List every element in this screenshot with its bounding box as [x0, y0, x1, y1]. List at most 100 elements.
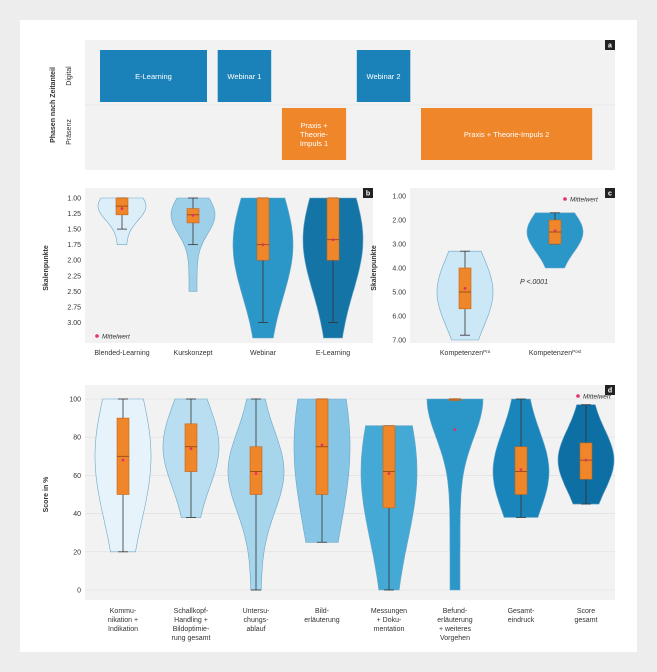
mean-marker: [120, 207, 124, 210]
phase-block-label: Webinar 1: [227, 72, 261, 81]
panel-b-ytick: 3.00: [67, 320, 81, 327]
violin: [232, 197, 294, 339]
violin: [162, 398, 220, 518]
panel-b-ylabel: Skalenpunkte: [43, 245, 50, 291]
panel-b-ytick: 1.00: [67, 196, 81, 203]
panel-d-ytick: 20: [73, 549, 81, 556]
figure-card: a Phasen nach Zeitanteil Digital Präsenz E-L…: [20, 20, 637, 652]
panel-d-ylabel: Score in %: [43, 476, 50, 513]
panel-d-xtick: chungs-: [244, 617, 270, 624]
figure-canvas: a Phasen nach Zeitanteil Digital Präsenz E-L…: [43, 40, 615, 642]
panel-c-legend: Mittelwert: [570, 197, 599, 204]
panel-d-xtick: erläuterung: [304, 617, 340, 624]
mean-marker: [387, 472, 391, 475]
panel-a-letter: a: [608, 43, 612, 50]
panel-c-annotation: P <.0001: [520, 279, 548, 286]
panel-d-legend: Mittelwert: [583, 394, 612, 401]
panel-d-xtick: mentation: [374, 626, 405, 633]
violin: [97, 197, 147, 245]
panel-d-xtick: Schallkopf-: [174, 608, 209, 615]
panel-b-ytick: 1.25: [67, 211, 81, 218]
panel-c-letter-box: [605, 188, 615, 198]
panel-c-xtick: KompetenzenPost: [529, 349, 582, 358]
mean-marker: [320, 443, 324, 447]
panel-a-ylabel: Phasen nach Zeitanteil: [50, 67, 57, 143]
phase-block-label: Webinar 2: [367, 72, 401, 81]
iqr-box: [249, 446, 263, 495]
panel-c-ytick: 6.00: [392, 314, 406, 321]
panel-c-ytick: 3.00: [392, 242, 406, 249]
panel-d-xtick: + Doku-: [377, 617, 402, 624]
panel-d-letter: d: [608, 388, 612, 395]
panel-b-xtick: Blended-Learning: [94, 350, 149, 357]
panel-a-row-label: Digital: [66, 66, 73, 86]
panel-d-xtick: eindruck: [508, 617, 535, 624]
mean-marker: [519, 468, 523, 472]
phase-block: [281, 108, 347, 160]
mean-marker: [331, 238, 335, 242]
panel-d-xtick: Score: [577, 608, 595, 615]
panel-c-ytick: 4.00: [392, 266, 406, 273]
panel-d-xtick: Bild-: [315, 608, 330, 615]
panel-d-xtick: gesamt: [575, 617, 598, 624]
violin: [360, 425, 418, 591]
violin: [436, 250, 494, 341]
phase-block: [421, 108, 593, 160]
panel-a-row-label: Präsenz: [66, 119, 73, 145]
mean-marker: [261, 243, 265, 247]
panel-b-ytick: 1.75: [67, 242, 81, 249]
panel-d-xtick: ablauf: [246, 626, 265, 633]
panel-c-letter: c: [608, 191, 612, 198]
panel-b-xtick: E-Learning: [316, 350, 350, 357]
panel-d-xtick: Untersu-: [243, 608, 271, 615]
panel-b-ytick: 1.50: [67, 227, 81, 234]
panel-b-xtick: Kurskonzept: [174, 350, 213, 357]
panel-b-ytick: 2.75: [67, 304, 81, 311]
panel-d-xtick: nikation +: [108, 617, 138, 624]
violin: [170, 197, 216, 292]
violin: [492, 398, 550, 518]
panel-b-ytick: 2.50: [67, 289, 81, 296]
mean-marker: [453, 428, 457, 431]
panel-b-xtick: Webinar: [250, 350, 277, 357]
phase-block-label: Impuls 1: [300, 139, 328, 148]
panel-c-ytick: 2.00: [392, 218, 406, 225]
panel-c-legend-marker: [563, 197, 567, 201]
panel-d-xtick: Messungen: [371, 608, 407, 615]
panel-d-xtick: Vorgehen: [440, 635, 470, 642]
violin: [526, 212, 584, 269]
phase-block-label: Praxis +: [300, 121, 328, 130]
phase-block-label: Theorie-: [300, 130, 328, 139]
panel-a-letter-box: [605, 40, 615, 50]
mean-marker: [584, 458, 588, 462]
panel-d-ytick: 40: [73, 511, 81, 518]
violin: [302, 197, 364, 339]
panel-d-ytick: 100: [69, 397, 81, 404]
violin: [94, 398, 152, 553]
iqr-box: [326, 197, 340, 261]
panel-d-letter-box: [605, 385, 615, 395]
panel-b-letter: b: [366, 191, 370, 198]
phase-block-label: E-Learning: [135, 72, 172, 81]
panel-b-legend: Mittelwert: [102, 334, 131, 341]
panel-d-xtick: + weiteres: [439, 626, 472, 633]
violin: [227, 398, 285, 591]
panel-d-xtick: Bildoptimie-: [173, 626, 210, 633]
mean-marker: [553, 229, 557, 233]
panel-d-xtick: rung gesamt: [172, 635, 211, 642]
violin: [293, 398, 351, 543]
mean-marker: [121, 458, 125, 462]
phase-block: [217, 50, 272, 102]
panel-d-xtick: Gesamt-: [508, 608, 536, 615]
panel-d-xtick: Handling +: [174, 617, 208, 624]
panel-d-xtick: Befund-: [443, 608, 468, 615]
panel-c-ytick: 5.00: [392, 290, 406, 297]
panel-c-ytick: 7.00: [392, 338, 406, 345]
panel-d-ytick: 60: [73, 473, 81, 480]
phase-block: [100, 50, 207, 102]
panel-d-xtick: Kommu-: [110, 608, 137, 615]
panel-c-xtick-superscript: Post: [572, 349, 582, 354]
violin-body: [426, 398, 484, 591]
panel-b-ytick: 2.25: [67, 273, 81, 280]
panel-d-ytick: 0: [77, 588, 81, 595]
